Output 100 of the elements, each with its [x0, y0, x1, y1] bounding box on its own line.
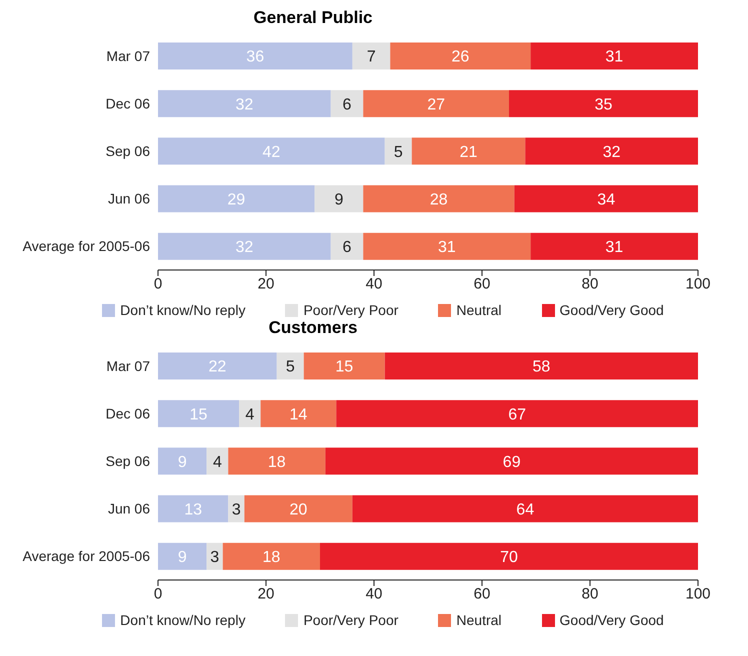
data-label: 3 — [232, 501, 241, 518]
data-label: 42 — [262, 144, 280, 161]
bar — [244, 495, 352, 522]
data-label: 15 — [335, 358, 354, 376]
bar — [158, 400, 239, 428]
bar — [158, 90, 331, 118]
legend-label: Poor/Very Poor — [303, 302, 398, 318]
bar — [158, 495, 228, 522]
bar — [304, 352, 385, 380]
data-label: 31 — [605, 48, 624, 66]
y-tick-label: Jun 06 — [108, 190, 150, 207]
legend-label: Good/Very Good — [560, 302, 664, 318]
data-label: 31 — [605, 239, 624, 256]
data-label: 15 — [190, 406, 208, 424]
x-tick-label: 100 — [685, 586, 711, 603]
bar — [325, 448, 698, 475]
data-label: 6 — [342, 96, 352, 114]
data-label: 69 — [502, 454, 521, 471]
bar — [509, 90, 698, 118]
y-tick-label: Sep 06 — [106, 142, 150, 159]
data-label: 35 — [594, 96, 612, 114]
bar — [206, 542, 223, 570]
data-label: 27 — [427, 96, 446, 114]
bar — [352, 495, 698, 522]
bar — [228, 448, 326, 475]
x-tick-label: 60 — [474, 586, 490, 603]
x-tick-label: 40 — [366, 586, 382, 603]
bar — [314, 185, 364, 212]
x-tick-label: 80 — [582, 276, 598, 293]
data-label: 58 — [532, 358, 550, 376]
bar — [330, 232, 364, 260]
data-label: 4 — [245, 406, 254, 424]
data-label: 18 — [262, 549, 280, 566]
bar — [320, 542, 698, 570]
data-label: 7 — [366, 48, 376, 66]
data-label: 13 — [184, 501, 202, 518]
bar — [228, 495, 244, 522]
data-label: 3 — [210, 549, 220, 566]
bar — [158, 232, 331, 260]
chart-title: Customers — [268, 318, 358, 338]
bar — [158, 138, 385, 165]
data-label: 31 — [438, 239, 456, 256]
bar — [384, 138, 412, 165]
bar — [525, 138, 698, 165]
x-tick-label: 100 — [685, 276, 711, 293]
data-label: 70 — [500, 549, 518, 566]
legend-label: Don’t know/No reply — [120, 612, 246, 628]
y-tick-label: Average for 2005-06 — [22, 548, 150, 564]
x-tick-label: 80 — [582, 586, 598, 603]
y-tick-label: Mar 07 — [106, 48, 150, 64]
bar — [336, 400, 698, 428]
chart-title: General Public — [252, 8, 374, 28]
bar — [514, 185, 698, 212]
data-label: 5 — [286, 358, 295, 376]
data-label: 28 — [430, 191, 448, 208]
x-tick-label: 20 — [258, 586, 274, 603]
data-label: 29 — [227, 191, 246, 208]
bar — [158, 42, 352, 70]
y-tick-label: Dec 06 — [106, 95, 150, 112]
data-label: 32 — [602, 144, 621, 161]
data-label: 67 — [508, 406, 526, 424]
data-label: 4 — [212, 454, 222, 471]
bar — [363, 232, 531, 260]
y-tick-label: Sep 06 — [106, 452, 150, 469]
bar — [260, 400, 336, 428]
y-tick-label: Average for 2005-06 — [22, 238, 150, 254]
y-tick-label: Jun 06 — [108, 500, 150, 517]
bar — [276, 352, 304, 380]
data-label: 36 — [246, 48, 264, 66]
bar — [330, 90, 364, 118]
data-label: 20 — [290, 501, 308, 518]
bar — [363, 185, 514, 212]
data-label: 18 — [268, 454, 286, 471]
x-tick-label: 40 — [366, 276, 382, 293]
data-label: 22 — [208, 358, 226, 376]
x-tick-label: 0 — [154, 586, 162, 603]
bar — [352, 42, 390, 70]
x-tick-label: 60 — [474, 276, 490, 293]
bar — [530, 42, 698, 70]
legend-label: Neutral — [456, 612, 502, 628]
bar — [384, 352, 698, 380]
bar — [412, 138, 526, 165]
y-tick-label: Dec 06 — [106, 405, 150, 422]
data-label: 9 — [178, 454, 187, 471]
legend-label: Poor/Very Poor — [303, 612, 398, 628]
bar — [158, 542, 207, 570]
bar — [206, 448, 228, 475]
legend-label: Don’t know/No reply — [120, 302, 246, 318]
data-label: 6 — [342, 239, 352, 256]
legend-label: Neutral — [456, 302, 502, 318]
bar — [158, 185, 315, 212]
y-tick-label: Mar 07 — [106, 358, 150, 374]
data-label: 64 — [516, 501, 534, 518]
data-label: 32 — [236, 96, 254, 114]
data-label: 26 — [452, 48, 470, 66]
data-label: 34 — [597, 191, 616, 208]
bar — [158, 448, 207, 475]
data-label: 9 — [334, 191, 344, 208]
bar — [390, 42, 531, 70]
bar — [239, 400, 261, 428]
